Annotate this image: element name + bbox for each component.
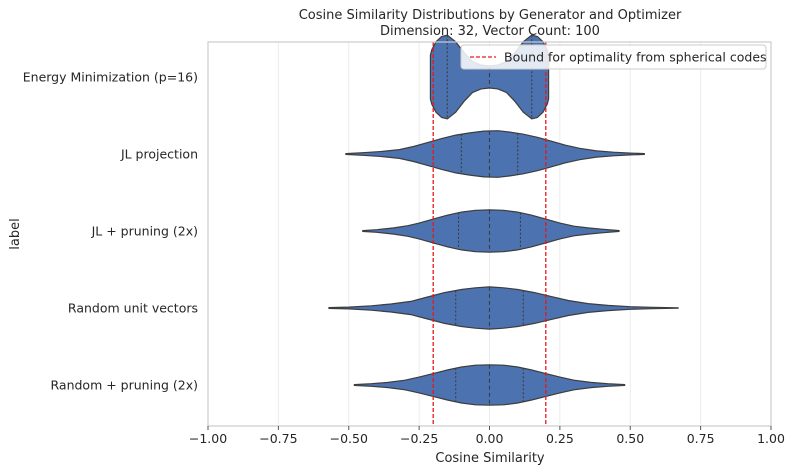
violin-shape xyxy=(345,130,645,178)
violin-shape xyxy=(353,364,626,406)
y-tick-label: Random unit vectors xyxy=(68,301,198,316)
y-tick-label: Random + pruning (2x) xyxy=(51,378,199,393)
x-tick-label: 0.25 xyxy=(546,431,574,446)
violin-shape xyxy=(328,286,679,330)
x-axis-label: Cosine Similarity xyxy=(435,451,545,466)
x-tick-label: 0.00 xyxy=(476,431,504,446)
chart-subtitle: Dimension: 32, Vector Count: 100 xyxy=(380,24,600,39)
legend-label: Bound for optimality from spherical code… xyxy=(504,50,767,65)
violin-group-2 xyxy=(362,209,620,253)
legend-box xyxy=(460,44,767,70)
y-tick-label: JL projection xyxy=(120,147,198,162)
y-axis-label: label xyxy=(8,218,23,249)
x-tick-label: −1.00 xyxy=(189,431,227,446)
y-tick-label: JL + pruning (2x) xyxy=(91,224,198,239)
chart-title: Cosine Similarity Distributions by Gener… xyxy=(299,8,682,23)
violin-group-3 xyxy=(328,286,679,330)
x-axis-ticks: −1.00 −0.75 −0.50 −0.25 0.00 0.25 0.50 0.75 1.00 xyxy=(189,426,785,446)
x-tick-label: −0.25 xyxy=(400,431,438,446)
x-tick-label: 0.50 xyxy=(616,431,644,446)
violin-shape xyxy=(362,209,620,253)
violin-group-1 xyxy=(345,130,645,178)
y-axis-ticks: Energy Minimization (p=16) JL projection J… xyxy=(23,70,198,393)
legend: Bound for optimality from spherical code… xyxy=(460,44,767,70)
x-tick-label: −0.50 xyxy=(330,431,368,446)
x-tick-label: −0.75 xyxy=(259,431,297,446)
x-tick-label: 1.00 xyxy=(757,431,785,446)
violins xyxy=(328,34,679,406)
y-tick-label: Energy Minimization (p=16) xyxy=(23,70,198,85)
x-tick-label: 0.75 xyxy=(687,431,715,446)
reference-lines xyxy=(432,42,547,426)
violin-group-4 xyxy=(353,364,626,406)
